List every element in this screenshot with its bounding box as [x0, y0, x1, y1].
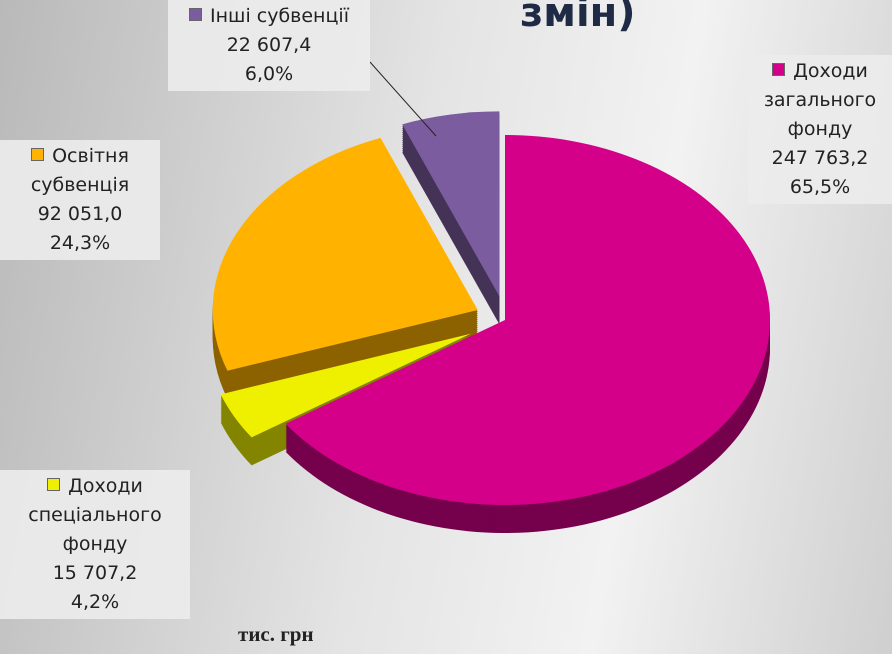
legend-marker [47, 478, 61, 491]
category-text: Освітня субвенція [30, 145, 130, 196]
legend-marker [772, 63, 786, 76]
percent-label: 65,5% [789, 176, 851, 198]
category-text: Доходи спеціального фонду [28, 475, 162, 555]
category-name: Доходи спеціального фонду [4, 472, 186, 559]
data-label: Доходи спеціального фонду 15 707,2 4,2% [0, 470, 190, 619]
category-name: Освітня субвенція [4, 142, 156, 200]
slice [220, 333, 472, 438]
slice [212, 137, 478, 371]
value-label: 92 051,0 [37, 203, 123, 225]
category-text: Інші субвенції [210, 5, 349, 27]
slice [402, 111, 500, 297]
category-text: Доходи загального фонду [763, 60, 877, 140]
percent-label: 6,0% [244, 63, 294, 85]
data-label: Доходи загального фонду 247 763,2 65,5% [748, 55, 892, 204]
slice [285, 135, 770, 505]
chart-title: змін) [520, 0, 636, 36]
percent-label: 4,2% [70, 591, 120, 613]
value-label: 247 763,2 [771, 147, 869, 169]
percent-label: 24,3% [49, 232, 111, 254]
data-label: Інші субвенції 22 607,4 6,0% [168, 0, 370, 91]
legend-marker [31, 148, 45, 161]
unit-label: тис. грн [238, 622, 314, 646]
category-name: Інші субвенції [172, 2, 366, 31]
leader-line [369, 61, 437, 137]
data-label: Освітня субвенція 92 051,0 24,3% [0, 140, 160, 260]
value-label: 15 707,2 [52, 562, 138, 584]
value-label: 22 607,4 [226, 34, 312, 56]
legend-marker [189, 8, 203, 21]
category-name: Доходи загального фонду [752, 57, 888, 144]
